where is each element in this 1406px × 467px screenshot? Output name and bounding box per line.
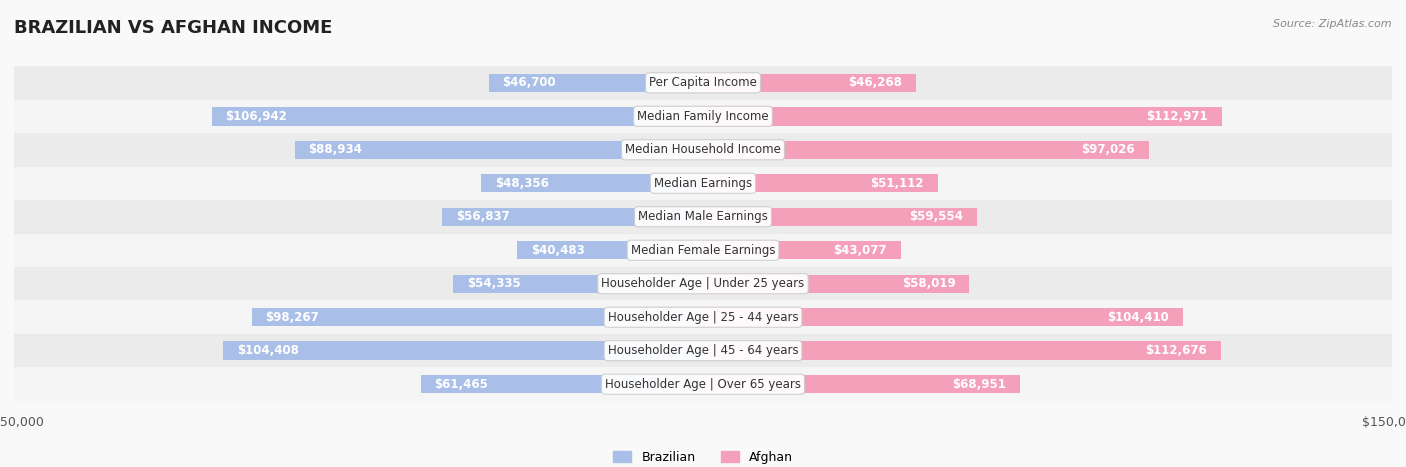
Text: $112,971: $112,971 (1146, 110, 1208, 123)
Bar (441, 207, 703, 226)
Bar (224, 341, 703, 360)
Bar (703, 308, 1182, 326)
Text: $51,112: $51,112 (870, 177, 924, 190)
Bar (703, 241, 901, 260)
Bar (454, 275, 703, 293)
Text: $46,700: $46,700 (502, 76, 555, 89)
Text: $106,942: $106,942 (225, 110, 287, 123)
Text: $98,267: $98,267 (266, 311, 319, 324)
Bar (14, 167, 1392, 200)
Bar (420, 375, 703, 393)
Text: $58,019: $58,019 (901, 277, 956, 290)
Bar (14, 66, 1392, 99)
Bar (294, 141, 703, 159)
Text: $104,410: $104,410 (1107, 311, 1168, 324)
Bar (703, 207, 977, 226)
Bar (14, 99, 1392, 133)
Text: $54,335: $54,335 (467, 277, 522, 290)
Bar (14, 368, 1392, 401)
Text: $61,465: $61,465 (434, 378, 488, 391)
Text: Householder Age | 45 - 64 years: Householder Age | 45 - 64 years (607, 344, 799, 357)
Bar (703, 275, 970, 293)
Bar (703, 107, 1222, 126)
Bar (488, 74, 703, 92)
Text: Median Female Earnings: Median Female Earnings (631, 244, 775, 257)
Text: $88,934: $88,934 (308, 143, 363, 156)
Text: Householder Age | 25 - 44 years: Householder Age | 25 - 44 years (607, 311, 799, 324)
Bar (14, 133, 1392, 167)
Bar (481, 174, 703, 192)
Text: $46,268: $46,268 (848, 76, 901, 89)
Text: BRAZILIAN VS AFGHAN INCOME: BRAZILIAN VS AFGHAN INCOME (14, 19, 332, 37)
Bar (14, 267, 1392, 300)
Bar (212, 107, 703, 126)
Bar (14, 334, 1392, 368)
Text: Source: ZipAtlas.com: Source: ZipAtlas.com (1274, 19, 1392, 28)
Text: $97,026: $97,026 (1081, 143, 1135, 156)
Text: $56,837: $56,837 (456, 210, 509, 223)
Text: $104,408: $104,408 (238, 344, 299, 357)
Text: Median Household Income: Median Household Income (626, 143, 780, 156)
Text: Per Capita Income: Per Capita Income (650, 76, 756, 89)
Bar (14, 200, 1392, 234)
Text: Householder Age | Under 25 years: Householder Age | Under 25 years (602, 277, 804, 290)
Text: $112,676: $112,676 (1144, 344, 1206, 357)
Text: Median Family Income: Median Family Income (637, 110, 769, 123)
Text: $40,483: $40,483 (531, 244, 585, 257)
Text: $43,077: $43,077 (834, 244, 887, 257)
Bar (14, 234, 1392, 267)
Bar (14, 300, 1392, 334)
Bar (703, 375, 1019, 393)
Bar (703, 141, 1149, 159)
Text: $68,951: $68,951 (952, 378, 1005, 391)
Text: Median Male Earnings: Median Male Earnings (638, 210, 768, 223)
Text: $48,356: $48,356 (495, 177, 548, 190)
Bar (517, 241, 703, 260)
Text: $59,554: $59,554 (908, 210, 963, 223)
Legend: Brazilian, Afghan: Brazilian, Afghan (607, 446, 799, 467)
Text: Median Earnings: Median Earnings (654, 177, 752, 190)
Bar (703, 174, 938, 192)
Bar (252, 308, 703, 326)
Bar (703, 341, 1220, 360)
Bar (703, 74, 915, 92)
Text: Householder Age | Over 65 years: Householder Age | Over 65 years (605, 378, 801, 391)
